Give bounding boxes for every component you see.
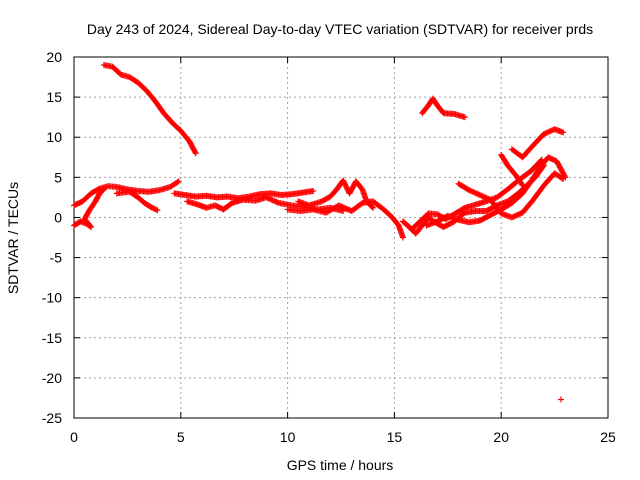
x-tick-label: 20	[493, 429, 509, 445]
data-point	[461, 114, 468, 121]
data-point	[480, 193, 487, 200]
series-trace-14	[508, 126, 565, 161]
data-point	[472, 190, 479, 197]
y-tick-label: 10	[46, 129, 62, 145]
x-tick-label: 0	[70, 429, 78, 445]
y-tick-label: -20	[42, 370, 62, 386]
series-trace-8	[284, 198, 406, 240]
plot-frame	[73, 56, 609, 419]
data-point	[546, 128, 553, 135]
data-point	[310, 187, 317, 194]
data-points	[71, 62, 569, 403]
y-tick-label: -5	[50, 250, 63, 266]
data-point	[370, 204, 377, 211]
data-point	[519, 182, 526, 189]
data-point	[544, 129, 551, 136]
x-tick-label: 10	[280, 429, 296, 445]
data-point	[154, 207, 161, 214]
y-tick-label: -15	[42, 330, 62, 346]
x-tick-label: 5	[177, 429, 185, 445]
data-point	[558, 175, 565, 182]
data-point	[547, 128, 554, 135]
data-point	[153, 206, 160, 213]
data-point	[399, 234, 406, 241]
data-point	[192, 149, 199, 156]
y-tick-label: -25	[42, 410, 62, 426]
chart-title: Day 243 of 2024, Sidereal Day-to-day VTE…	[87, 21, 593, 37]
series-trace-4	[100, 62, 199, 156]
grid-lines	[74, 57, 608, 418]
data-point	[543, 129, 550, 136]
data-point	[475, 191, 482, 198]
data-point	[192, 150, 199, 157]
data-point	[174, 179, 181, 186]
y-tick-label: 5	[54, 169, 62, 185]
data-point	[467, 187, 474, 194]
data-point	[478, 192, 485, 199]
data-point	[511, 213, 518, 220]
data-point	[95, 186, 102, 193]
series-trace-5	[171, 188, 315, 202]
y-tick-label: 20	[46, 49, 62, 65]
data-point	[471, 189, 478, 196]
data-point	[508, 214, 515, 221]
data-point	[516, 210, 523, 217]
data-point	[515, 211, 522, 218]
series-trace-2	[71, 179, 181, 209]
y-tick-label: 15	[46, 89, 62, 105]
y-tick-label: -10	[42, 290, 62, 306]
data-point	[542, 130, 549, 137]
data-point	[479, 193, 486, 200]
data-point-outlier	[558, 396, 565, 403]
data-point	[510, 213, 517, 220]
data-point	[476, 191, 483, 198]
data-point	[548, 127, 555, 134]
y-axis-label: SDTVAR / TECUs	[5, 182, 21, 294]
data-point	[560, 175, 567, 182]
data-point	[482, 194, 489, 201]
x-axis-label: GPS time / hours	[287, 457, 394, 473]
series-trace-13	[498, 151, 525, 188]
data-point	[518, 181, 525, 188]
data-point	[474, 190, 481, 197]
data-point	[540, 131, 547, 138]
y-tick-label: 0	[54, 209, 62, 225]
data-point	[514, 212, 521, 219]
data-point	[512, 212, 519, 219]
series-trace-3	[113, 188, 160, 213]
series-trace-7	[295, 177, 376, 210]
data-point	[470, 188, 477, 195]
x-tick-label: 25	[600, 429, 616, 445]
data-point	[483, 194, 490, 201]
series-trace-11	[423, 154, 568, 229]
data-point	[560, 129, 567, 136]
data-point	[468, 188, 475, 195]
axis-ticks: 0 5 10 15 20 25 -25 -20 -15 -10 -5 0 5 10 15 20	[42, 49, 616, 445]
data-point	[484, 195, 491, 202]
series-trace-12	[455, 170, 565, 221]
x-tick-label: 15	[387, 429, 403, 445]
series-trace-15	[419, 95, 467, 120]
data-point	[175, 178, 182, 185]
data-point	[466, 187, 473, 194]
data-point	[369, 203, 376, 210]
